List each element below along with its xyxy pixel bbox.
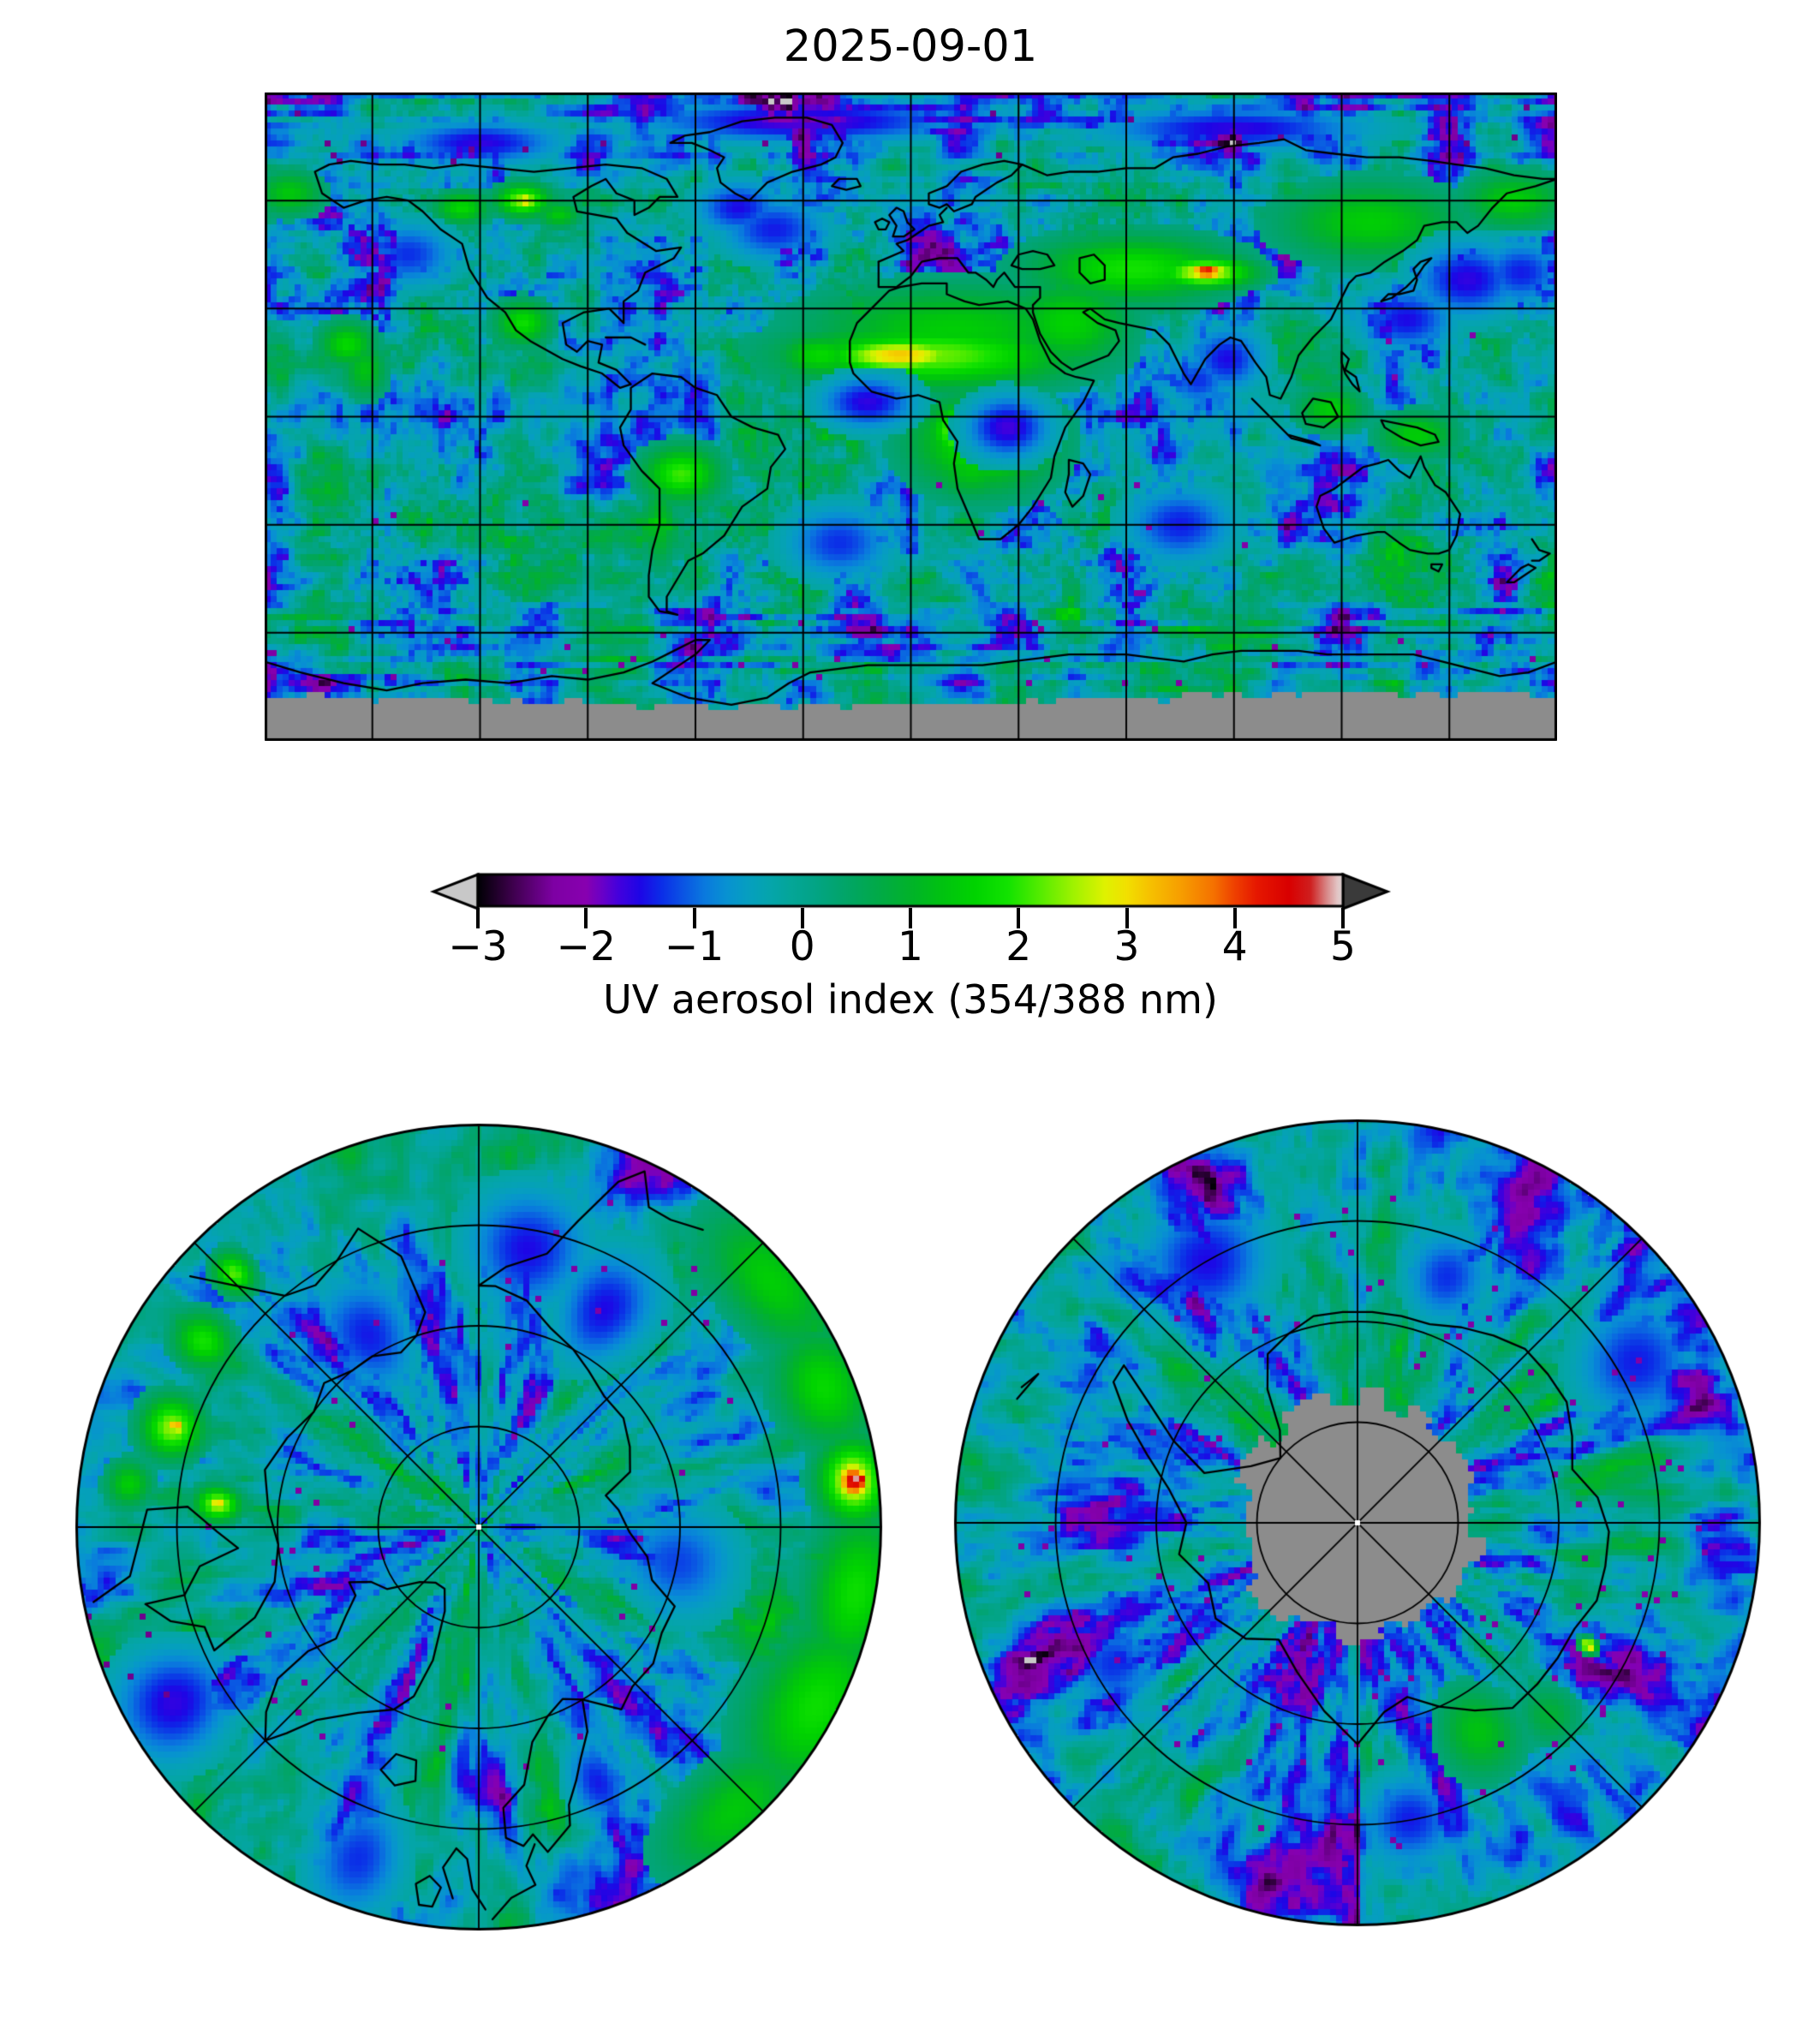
colorbar-tick-mark	[692, 908, 696, 928]
north-polar-panel	[74, 1122, 884, 1932]
colorbar-tick-label: −1	[664, 923, 725, 970]
colorbar-tick-mark	[800, 908, 804, 928]
global-map-panel	[265, 92, 1557, 741]
south-polar-panel	[952, 1118, 1763, 1928]
colorbar-tick-label: −3	[448, 923, 508, 970]
colorbar-tick-mark	[584, 908, 588, 928]
colorbar	[430, 872, 1391, 911]
colorbar-tick-label: 4	[1221, 923, 1248, 970]
colorbar-tick-mark	[1341, 908, 1345, 928]
colorbar-tick-label: −2	[556, 923, 616, 970]
colorbar-tick-label: 3	[1113, 923, 1140, 970]
colorbar-tick-label: 1	[898, 923, 923, 970]
colorbar-tick-mark	[909, 908, 912, 928]
colorbar-tick-label: 5	[1330, 923, 1356, 970]
colorbar-tick-label: 2	[1005, 923, 1032, 970]
colorbar-tick-mark	[1125, 908, 1129, 928]
colorbar-tick-mark	[476, 908, 480, 928]
colorbar-tick-label: 0	[789, 923, 815, 970]
colorbar-label: UV aerosol index (354/388 nm)	[603, 976, 1218, 1023]
colorbar-tick-mark	[1232, 908, 1237, 928]
plot-title: 2025-09-01	[783, 21, 1038, 72]
colorbar-tick-mark	[1017, 908, 1021, 928]
